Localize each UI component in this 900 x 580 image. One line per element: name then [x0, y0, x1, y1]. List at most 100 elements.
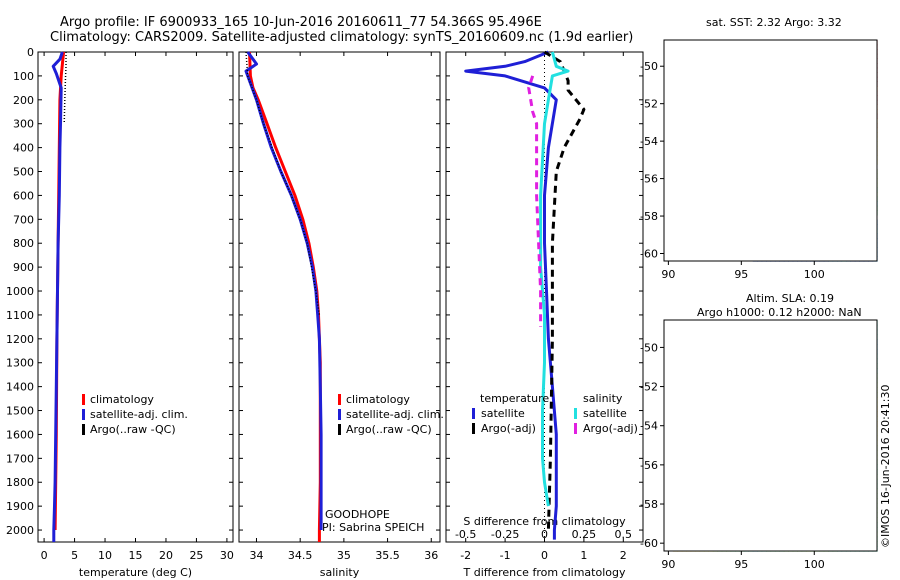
sal-legend-swatch [338, 409, 341, 420]
x-tick-label: 20 [159, 549, 173, 562]
title-line-2: Climatology: CARS2009. Satellite-adjuste… [50, 30, 634, 45]
y-tick-label: 1300 [6, 357, 34, 370]
sst-title: sat. SST: 2.32 Argo: 3.32 [706, 16, 842, 29]
temp-legend-label: satellite-adj. clim. [90, 408, 188, 421]
sst-map-x-tick-label: 90 [661, 268, 675, 281]
diff-legend-swatch [472, 423, 475, 434]
top-tick-label: -0.25 [491, 528, 519, 541]
y-tick-label: 1700 [6, 452, 34, 465]
diff-legend-swatch [472, 408, 475, 419]
y-tick-label: 1200 [6, 333, 34, 346]
y-tick-label: 0 [27, 46, 34, 59]
y-tick-label: 200 [13, 94, 34, 107]
x-tick-label: 5 [71, 549, 78, 562]
x-tick-label: -2 [460, 549, 471, 562]
plot-frame-2 [238, 51, 441, 543]
x-tick-label: 25 [189, 549, 203, 562]
x-axis-label: salinity [320, 566, 360, 579]
series-line-argo-raw-qc- [245, 51, 321, 316]
sla-map-x-tick-label: 90 [661, 558, 675, 571]
sst-map-border [663, 39, 878, 262]
y-tick-label: 700 [13, 213, 34, 226]
sst-map-x-tick-label: 95 [734, 268, 748, 281]
y-tick-label: 100 [13, 70, 34, 83]
sst-map-y-tick-label: -52 [640, 98, 658, 111]
top-tick-label: 0 [541, 528, 548, 541]
x-tick-label: 1 [580, 549, 587, 562]
y-tick-label: 1400 [6, 381, 34, 394]
temp-legend-swatch [82, 394, 85, 405]
sla-map-x-tick-label: 95 [734, 558, 748, 571]
x-tick-label: 30 [220, 549, 234, 562]
sla-map-y-tick-label: -56 [640, 459, 658, 472]
sla-map-y-tick-label: -58 [640, 498, 658, 511]
series-line-salinity-argo-adj- [527, 75, 543, 327]
diff-legend-label: Argo(-adj) [583, 422, 638, 435]
x-tick-label: 0 [541, 549, 548, 562]
x-tick-label: 15 [129, 549, 143, 562]
y-tick-label: 300 [13, 118, 34, 131]
sla-map-border [663, 319, 878, 552]
sal-legend-label: satellite-adj. clim. [346, 408, 444, 421]
x-tick-label: 35 [337, 549, 351, 562]
top-tick-label: 0.25 [572, 528, 597, 541]
top-tick-label: 0.5 [615, 528, 633, 541]
sst-map-y-tick-label: -56 [640, 173, 658, 186]
imos-stamp: ©IMOS 16-Jun-2016 20:41:30 [879, 384, 892, 548]
x-tick-label: 35.5 [375, 549, 400, 562]
y-tick-label: 1500 [6, 405, 34, 418]
sla-title-2: Argo h1000: 0.12 h2000: NaN [697, 306, 862, 319]
y-tick-label: 1800 [6, 476, 34, 489]
diff-legend-swatch [574, 408, 577, 419]
top-tick-label: -0.5 [455, 528, 476, 541]
sla-title-1: Altim. SLA: 0.19 [746, 292, 835, 305]
title-line-1: Argo profile: IF 6900933_165 10-Jun-2016… [60, 15, 542, 30]
sal-legend-swatch [338, 394, 341, 405]
y-tick-label: 800 [13, 237, 34, 250]
x-tick-label: 10 [98, 549, 112, 562]
pi-label: PI: Sabrina SPEICH [322, 521, 425, 534]
sst-map-y-tick-label: -60 [640, 248, 658, 261]
sst-map-x-tick-label: 100 [804, 268, 825, 281]
sla-map-x-tick-label: 100 [804, 558, 825, 571]
sla-map-y-tick-label: -50 [640, 341, 658, 354]
diff-legend-label: satellite [583, 407, 627, 420]
sst-map-y-tick-label: -50 [640, 60, 658, 73]
y-tick-label: 900 [13, 261, 34, 274]
diff-legend-title-t: temperature [480, 392, 549, 405]
sal-legend-swatch [338, 424, 341, 435]
x-tick-label: 36 [424, 549, 438, 562]
diff-legend-swatch [574, 423, 577, 434]
diff-legend-label: Argo(-adj) [481, 422, 536, 435]
diff-legend-title-s: salinity [583, 392, 623, 405]
sst-map-y-tick-label: -54 [640, 135, 658, 148]
goodhope-label: GOODHOPE [325, 508, 390, 521]
sla-map-y-tick-label: -52 [640, 381, 658, 394]
y-tick-label: 1900 [6, 500, 34, 513]
sla-map-frame [663, 319, 878, 552]
temp-legend-swatch [82, 409, 85, 420]
y-tick-label: 1100 [6, 309, 34, 322]
sla-map-y-tick-label: -60 [640, 537, 658, 550]
x-tick-label: 34 [249, 549, 263, 562]
y-tick-label: 600 [13, 189, 34, 202]
x-tick-label: 2 [620, 549, 627, 562]
y-tick-label: 1600 [6, 428, 34, 441]
x-tick-label: 0 [41, 549, 48, 562]
sla-map-y-tick-label: -54 [640, 420, 658, 433]
plot-frame-1 [37, 51, 234, 543]
temp-legend-swatch [82, 424, 85, 435]
temp-legend-label: Argo(..raw -QC) [90, 423, 176, 436]
series-line-satellite-adj-clim- [51, 51, 64, 542]
y-tick-label: 400 [13, 142, 34, 155]
x-tick-label: -1 [500, 549, 511, 562]
series-line-temperature-satellite [464, 50, 558, 540]
series-line-argo-raw-qc- [63, 52, 67, 124]
series-line-salinity-satellite [539, 51, 570, 507]
x-axis-label: T difference from climatology [463, 566, 626, 579]
sst-map-y-tick-label: -58 [640, 210, 658, 223]
sst-map-frame [663, 39, 878, 262]
x-tick-label: 34.5 [288, 549, 313, 562]
x-axis-label: temperature (deg C) [79, 566, 192, 579]
